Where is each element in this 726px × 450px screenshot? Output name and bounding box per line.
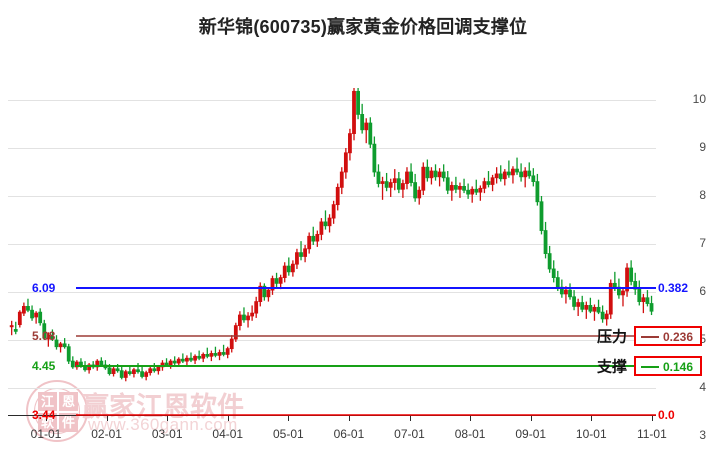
y-axis-tick: 8 <box>699 188 706 202</box>
x-axis-tick-label: 04-01 <box>212 427 244 441</box>
candlestick-svg <box>8 88 656 389</box>
x-axis-tick-label: 11-01 <box>636 427 667 441</box>
x-axis-tick-mark <box>288 415 290 421</box>
fib-level-line-0.146 <box>76 365 656 368</box>
x-axis-tick-mark <box>348 415 350 421</box>
x-axis-tick-label: 01-01 <box>30 427 62 441</box>
fib-price-label-0.0: 3.44 <box>32 407 56 422</box>
x-axis: 01-01 02-01 03-01 04-01 05-01 06-01 07-01 08-01… <box>0 415 726 450</box>
y-axis-tick: 7 <box>699 236 706 250</box>
page-title: 新华锦(600735)赢家黄金价格回调支撑位 <box>198 17 528 37</box>
x-axis-tick-mark <box>470 415 472 421</box>
x-axis-tick-label: 03-01 <box>151 427 183 441</box>
candlestick-plot-area <box>8 88 656 415</box>
y-axis-tick: 4 <box>699 380 706 394</box>
y-axis-tick: 6 <box>699 284 706 298</box>
x-axis-tick-mark <box>651 415 653 421</box>
fib-level-line-0.382 <box>76 286 656 289</box>
y-axis: 10 9 8 7 6 5 4 3 <box>656 88 726 442</box>
fib-ratio-value: 0.146 <box>663 360 694 375</box>
x-axis-tick-label: 05-01 <box>272 427 304 441</box>
x-axis-tick-mark <box>409 415 411 421</box>
x-axis-tick-mark <box>106 415 108 421</box>
fib-price-label-0.382: 6.09 <box>32 280 56 295</box>
fib-price-label-0.236: 5.08 <box>32 329 56 344</box>
x-axis-tick-label: 09-01 <box>515 427 547 441</box>
fib-ratio-dash <box>641 366 659 369</box>
y-axis-tick: 5 <box>699 332 706 346</box>
x-axis-tick-label: 08-01 <box>454 427 486 441</box>
fib-cn-tag-0.236: 压力 <box>597 328 628 346</box>
fib-ratio-label-0.0: 0.0 <box>658 407 675 422</box>
fib-ratio-box-0.146[interactable]: 0.146 <box>634 356 702 377</box>
fib-ratio-label-0.382: 0.382 <box>658 280 689 295</box>
fib-level-line-0.236 <box>76 335 656 338</box>
x-axis-tick-label: 02-01 <box>91 427 122 441</box>
y-axis-tick: 9 <box>699 140 706 154</box>
fib-ratio-dash <box>641 336 659 339</box>
x-axis-tick-label: 07-01 <box>394 427 425 441</box>
x-axis-tick-mark <box>167 415 169 421</box>
fib-price-label-0.146: 4.45 <box>32 359 56 374</box>
fib-level-line-0.0 <box>76 413 656 416</box>
fib-cn-tag-0.146: 支撑 <box>597 358 628 376</box>
x-axis-tick-mark <box>46 415 47 421</box>
x-axis-tick-mark <box>530 415 532 421</box>
x-axis-tick-label: 06-01 <box>333 427 365 441</box>
y-axis-tick: 10 <box>692 92 706 106</box>
x-axis-tick-label: 10-01 <box>575 427 607 441</box>
y-axis-tick: 3 <box>699 428 706 442</box>
x-axis-tick-mark <box>591 415 593 421</box>
x-axis-tick-mark <box>227 415 229 421</box>
fib-ratio-value: 0.236 <box>663 330 694 345</box>
fib-ratio-box-0.236[interactable]: 0.236 <box>634 326 702 347</box>
